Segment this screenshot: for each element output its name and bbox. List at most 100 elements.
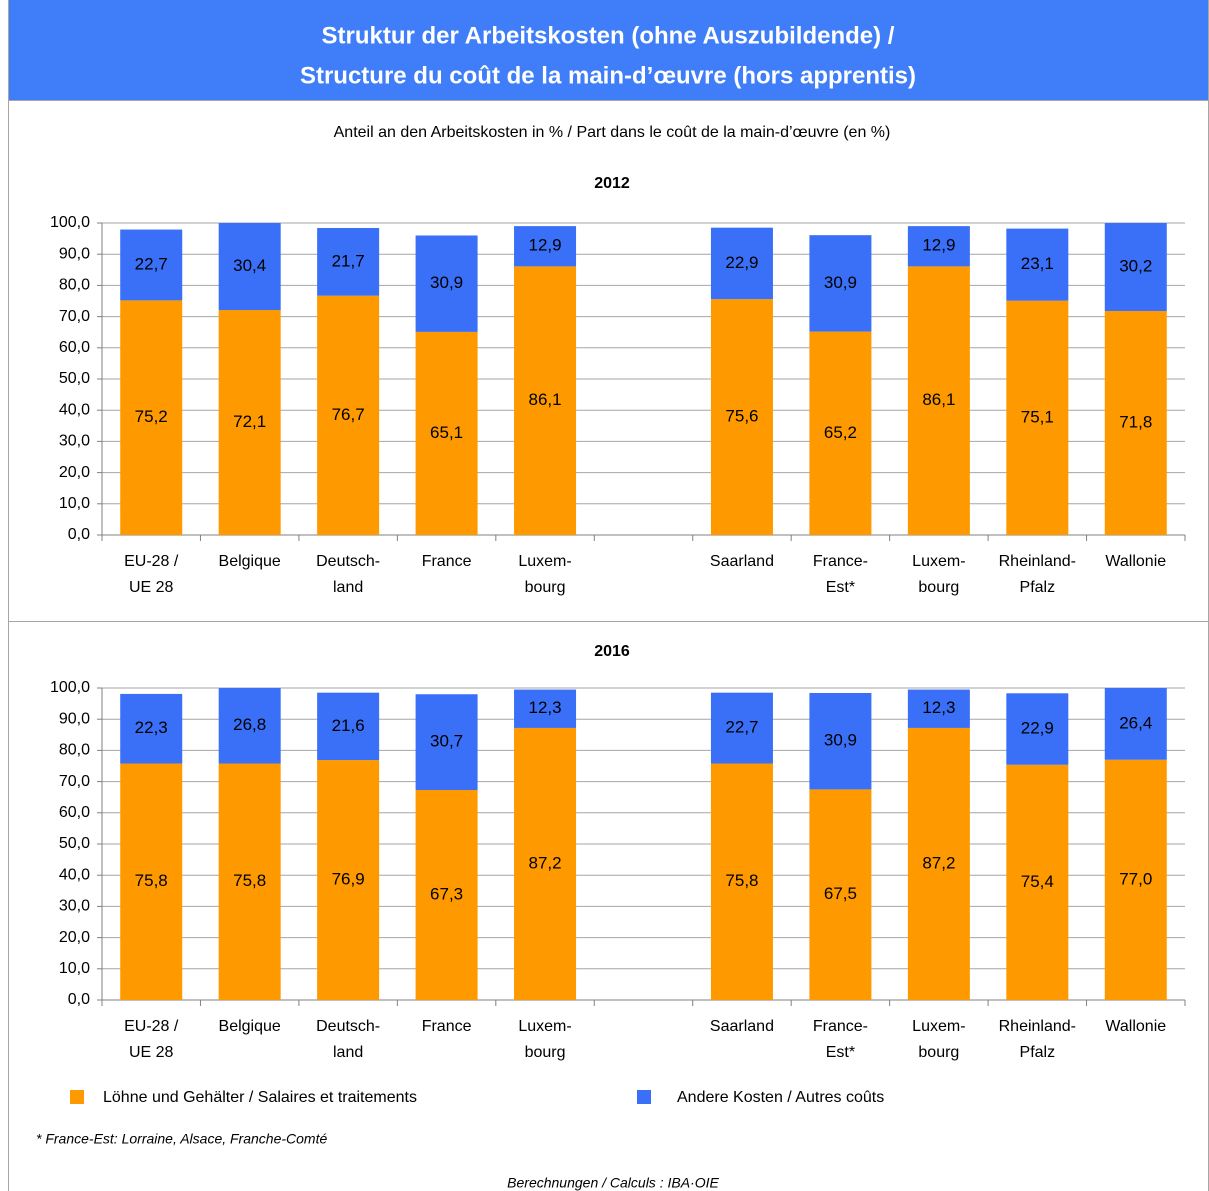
- bar-segment: [1104, 223, 1167, 311]
- data-label: 75,1: [1021, 407, 1054, 426]
- x-tick-label-line: Wallonie: [1105, 553, 1166, 570]
- data-label: 30,9: [824, 273, 857, 292]
- x-tick-label-line: EU-28 /: [124, 553, 179, 570]
- y-tick-label: 30,0: [59, 898, 90, 915]
- bars: [120, 223, 1167, 535]
- data-label: 21,6: [332, 716, 365, 735]
- bar-segment: [907, 727, 970, 1000]
- x-tick-label: Deutsch-land: [316, 553, 380, 596]
- bar-segment: [809, 235, 872, 332]
- data-label: 30,2: [1119, 256, 1152, 275]
- x-tick-label-line: Est*: [826, 1044, 855, 1061]
- y-tick-label: 60,0: [59, 339, 90, 356]
- data-label: 75,2: [135, 407, 168, 426]
- source: Berechnungen / Calculs : IBA·OIE: [507, 1175, 719, 1191]
- data-label: 71,8: [1119, 412, 1152, 431]
- y-tick-label: 0,0: [68, 991, 90, 1008]
- x-tick-label-line: UE 28: [129, 579, 174, 596]
- bar-segment: [710, 299, 773, 535]
- data-label: 86,1: [528, 390, 561, 409]
- bar-segment: [907, 689, 970, 728]
- bar-segment: [514, 226, 577, 267]
- x-tick-label: Belgique: [219, 553, 281, 570]
- x-tick-label: France: [422, 553, 472, 570]
- data-label: 86,1: [922, 390, 955, 409]
- data-label: 26,4: [1119, 713, 1152, 732]
- x-tick-label: Rheinland- Pfalz: [999, 553, 1076, 596]
- bar-segment: [1006, 764, 1069, 1000]
- data-label: 75,8: [135, 871, 168, 890]
- value-labels: 75,2 22,7 72,1 30,4 76,7 21,7 65,1 30,9 86,1 12,9…: [135, 236, 1153, 442]
- x-tick-label: Rheinland- Pfalz: [999, 1018, 1076, 1061]
- data-label: 12,9: [922, 236, 955, 255]
- bar-segment: [514, 689, 577, 728]
- y-tick-label: 10,0: [59, 495, 90, 512]
- data-label: 87,2: [528, 853, 561, 872]
- y-tick-label: 20,0: [59, 929, 90, 946]
- data-label: 75,6: [725, 407, 758, 426]
- x-tick-label-line: Deutsch-: [316, 553, 380, 570]
- header-title: Structure du coût de la main-d’œuvre (ho…: [300, 62, 916, 89]
- x-tick-label: Deutsch-land: [316, 1018, 380, 1061]
- bar-segment: [317, 692, 380, 761]
- x-tick-label-line: land: [333, 579, 363, 596]
- data-label: 21,7: [332, 251, 365, 270]
- bar-segment: [317, 760, 380, 1000]
- x-tick-label-line: EU-28 /: [124, 1018, 179, 1035]
- y-tick-label: 50,0: [59, 835, 90, 852]
- x-tick-label-line: France-: [813, 553, 868, 570]
- bar-segment: [120, 229, 183, 301]
- data-label: 30,7: [430, 732, 463, 751]
- y-tick-label: 70,0: [59, 308, 90, 325]
- data-label: 30,9: [430, 273, 463, 292]
- bar-segment: [1006, 228, 1069, 301]
- data-label: 65,1: [430, 423, 463, 442]
- x-tick-label-line: UE 28: [129, 1044, 174, 1061]
- x-tick-label-line: land: [333, 1044, 363, 1061]
- x-tick-label: France: [422, 1018, 472, 1035]
- header-title: Struktur der Arbeitskosten (ohne Auszubi…: [322, 22, 895, 49]
- bar-segment: [514, 727, 577, 1000]
- data-label: 30,4: [233, 256, 266, 275]
- x-tick-label-line: bourg: [525, 579, 566, 596]
- data-label: 75,8: [233, 871, 266, 890]
- x-tick-label: France- Est*: [813, 553, 868, 596]
- bar-segment: [907, 266, 970, 535]
- data-label: 87,2: [922, 853, 955, 872]
- bar-segment: [415, 331, 478, 535]
- bar-segment: [218, 223, 281, 311]
- value-labels: 75,8 22,3 75,8 26,8 76,9 21,6 67,3 30,7 87,2 12,3…: [135, 698, 1153, 903]
- bar-segment: [317, 227, 380, 296]
- x-tick-label: Wallonie: [1105, 1018, 1166, 1035]
- data-label: 22,3: [135, 718, 168, 737]
- legend-swatch: [637, 1090, 651, 1104]
- data-label: 22,9: [725, 253, 758, 272]
- x-tick-label: EU-28 / UE 28: [124, 553, 179, 596]
- data-label: 75,8: [725, 871, 758, 890]
- y-tick-label: 10,0: [59, 960, 90, 977]
- x-tick-label-line: Belgique: [219, 1018, 281, 1035]
- data-label: 22,7: [725, 718, 758, 737]
- x-tick-label-line: France: [422, 1018, 472, 1035]
- x-tick-label-line: Luxem-: [912, 553, 965, 570]
- x-tick-label: Luxem-bourg: [912, 553, 965, 596]
- x-tick-label: Saarland: [710, 553, 774, 570]
- x-tick-label-line: Pfalz: [1020, 1044, 1056, 1061]
- bar-segment: [1006, 300, 1069, 535]
- data-label: 26,8: [233, 715, 266, 734]
- y-tick-label: 100,0: [50, 214, 90, 231]
- x-tick-label: Saarland: [710, 1018, 774, 1035]
- bar-segment: [809, 331, 872, 535]
- bar-segment: [1104, 759, 1167, 1000]
- bar-segment: [415, 790, 478, 1000]
- bar-segment: [120, 763, 183, 1000]
- data-label: 12,3: [922, 698, 955, 717]
- data-label: 77,0: [1119, 869, 1152, 888]
- data-label: 22,7: [135, 254, 168, 273]
- bar-segment: [415, 694, 478, 791]
- subtitle: Anteil an den Arbeitskosten in % / Part …: [334, 124, 891, 141]
- bar-segment: [317, 295, 380, 535]
- chart-title: 2012: [594, 175, 630, 192]
- x-tick-label-line: Saarland: [710, 553, 774, 570]
- footnote: * France-Est: Lorraine, Alsace, Franche-…: [36, 1131, 327, 1147]
